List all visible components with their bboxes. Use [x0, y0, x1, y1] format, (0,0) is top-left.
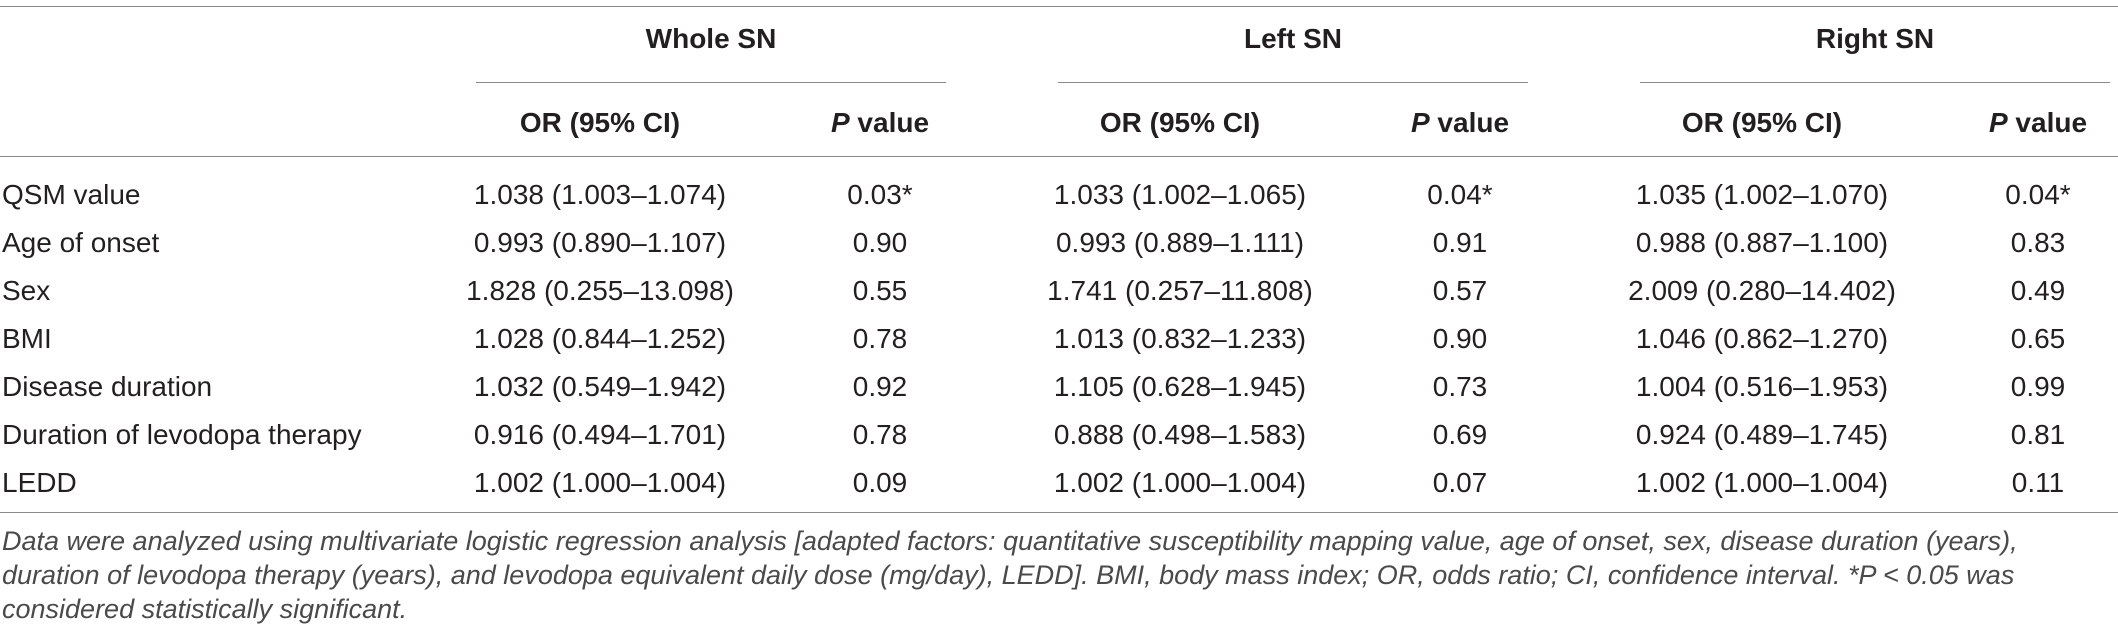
- p-header-right: P value: [1988, 107, 2088, 138]
- right-sn-underline: [1640, 82, 2110, 83]
- or-cell: 1.105 (0.628–1.945): [1053, 371, 1307, 402]
- row-label: Duration of levodopa therapy: [2, 419, 362, 450]
- p-value-cell: 0.04*: [2005, 179, 2071, 210]
- p-value-cell: 0.73: [1432, 371, 1488, 402]
- or-cell: 1.002 (1.000–1.004): [473, 467, 727, 498]
- group-header-left-sn: Left SN: [1244, 23, 1342, 54]
- or-cell: 1.033 (1.002–1.065): [1053, 179, 1307, 210]
- p-value-cell: 0.49: [2010, 275, 2066, 306]
- group-header-right-sn: Right SN: [1815, 23, 1935, 54]
- or-cell: 0.993 (0.889–1.111): [1055, 227, 1305, 258]
- p-header-whole: P value: [830, 107, 930, 138]
- or-cell: 1.032 (0.549–1.942): [473, 371, 727, 402]
- or-cell: 1.028 (0.844–1.252): [473, 323, 727, 354]
- or-header-left: OR (95% CI): [1099, 107, 1261, 138]
- or-cell: 1.002 (1.000–1.004): [1053, 467, 1307, 498]
- or-header-whole: OR (95% CI): [519, 107, 681, 138]
- p-value-cell: 0.55: [852, 275, 908, 306]
- row-label: LEDD: [2, 467, 77, 498]
- p-value-cell: 0.90: [1432, 323, 1488, 354]
- table-bottom-rule: [0, 512, 2118, 513]
- p-value-cell: 0.78: [852, 419, 908, 450]
- or-cell: 1.046 (0.862–1.270): [1635, 323, 1889, 354]
- or-cell: 0.993 (0.890–1.107): [473, 227, 727, 258]
- or-cell: 1.002 (1.000–1.004): [1635, 467, 1889, 498]
- p-value-cell: 0.07: [1432, 467, 1488, 498]
- or-cell: 1.013 (0.832–1.233): [1053, 323, 1307, 354]
- row-label: QSM value: [2, 179, 141, 210]
- p-value-cell: 0.83: [2010, 227, 2066, 258]
- or-cell: 0.916 (0.494–1.701): [473, 419, 727, 450]
- group-header-whole-sn: Whole SN: [645, 23, 777, 54]
- p-value-cell: 0.99: [2010, 371, 2066, 402]
- p-value-cell: 0.91: [1432, 227, 1488, 258]
- or-cell: 1.035 (1.002–1.070): [1635, 179, 1889, 210]
- or-cell: 0.988 (0.887–1.100): [1635, 227, 1889, 258]
- header-bottom-rule: [0, 156, 2118, 157]
- or-cell: 1.038 (1.003–1.074): [473, 179, 727, 210]
- p-value-cell: 0.78: [852, 323, 908, 354]
- row-label: Disease duration: [2, 371, 213, 402]
- p-value-cell: 0.92: [852, 371, 908, 402]
- p-value-cell: 0.81: [2010, 419, 2066, 450]
- or-header-right: OR (95% CI): [1681, 107, 1843, 138]
- whole-sn-underline: [476, 82, 946, 83]
- p-value-cell: 0.90: [852, 227, 908, 258]
- p-value-cell: 0.11: [2011, 467, 2065, 498]
- row-label: Sex: [2, 275, 51, 306]
- or-cell: 0.888 (0.498–1.583): [1053, 419, 1307, 450]
- row-label: BMI: [2, 323, 52, 354]
- p-value-cell: 0.69: [1432, 419, 1488, 450]
- p-value-cell: 0.57: [1432, 275, 1488, 306]
- p-value-cell: 0.65: [2010, 323, 2066, 354]
- p-header-left: P value: [1410, 107, 1510, 138]
- table-top-rule: [0, 6, 2118, 7]
- p-value-cell: 0.09: [852, 467, 908, 498]
- row-label: Age of onset: [2, 227, 160, 258]
- p-value-cell: 0.04*: [1427, 179, 1493, 210]
- left-sn-underline: [1058, 82, 1528, 83]
- or-cell: 2.009 (0.280–14.402): [1628, 275, 1896, 306]
- or-cell: 0.924 (0.489–1.745): [1635, 419, 1889, 450]
- p-value-cell: 0.03*: [847, 179, 913, 210]
- table-footnote: Data were analyzed using multivariate lo…: [2, 526, 2018, 624]
- or-cell: 1.741 (0.257–11.808): [1047, 275, 1313, 306]
- or-cell: 1.004 (0.516–1.953): [1635, 371, 1889, 402]
- or-cell: 1.828 (0.255–13.098): [466, 275, 734, 306]
